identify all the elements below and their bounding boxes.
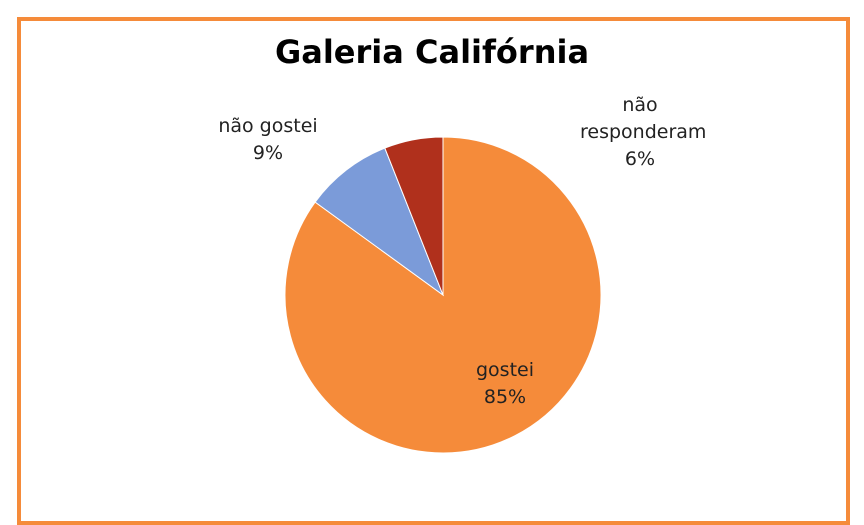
data-label: não gostei 9%	[198, 113, 338, 167]
value-label: 6%	[624, 148, 656, 170]
chart	[284, 136, 602, 454]
data-label: não responderam 6%	[580, 92, 707, 173]
chart-title: Galeria Califórnia	[274, 33, 590, 71]
value-label: 85%	[483, 386, 527, 408]
category-label: não gostei	[218, 115, 318, 137]
pie-slice	[384, 136, 444, 296]
category-label: não responderam	[580, 94, 707, 143]
value-label: 9%	[252, 142, 284, 164]
pie-slice	[314, 147, 445, 297]
category-label: gostei	[475, 359, 534, 381]
data-label: gostei 85%	[445, 357, 565, 411]
page: Galeria Califórnia {"chart_data": {"type…	[17, 17, 850, 525]
